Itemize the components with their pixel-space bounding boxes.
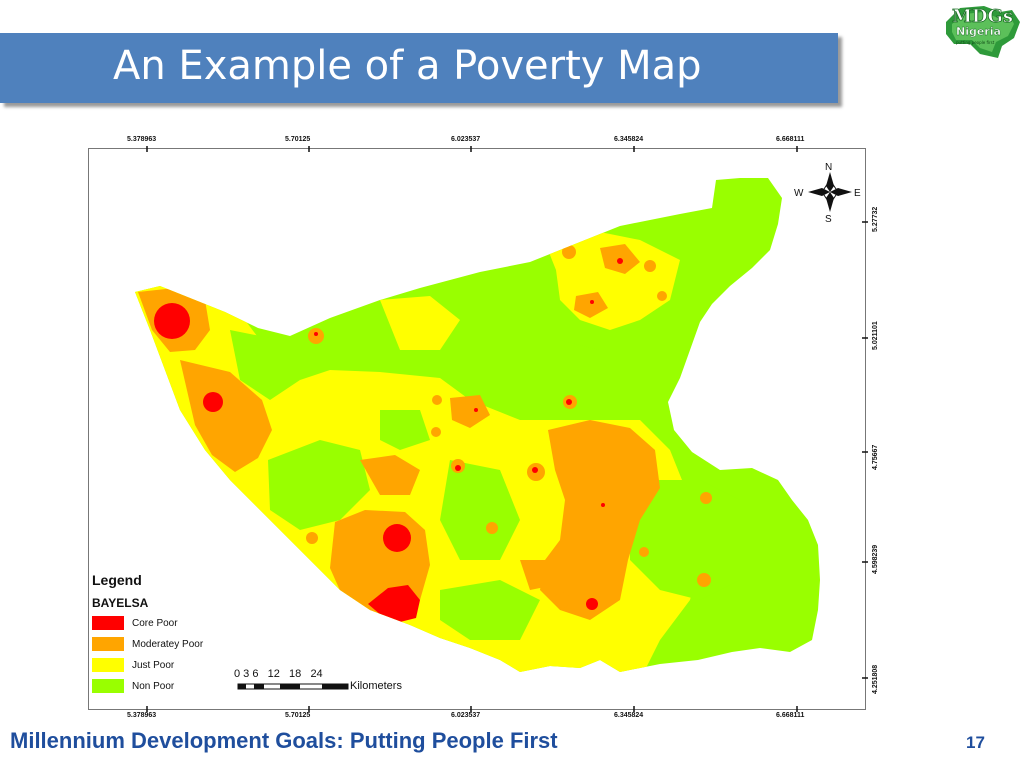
top-coord-3: 6.023537 — [451, 136, 481, 143]
north-arrow-icon: N S W E — [794, 162, 861, 225]
logo-mdgs-text: MDGs — [952, 6, 1013, 27]
logo-nigeria-text: Nigeria — [956, 25, 1001, 38]
right-coord-5: 4.251808 — [872, 664, 879, 694]
legend-swatch — [92, 616, 124, 630]
right-coord-4: 4.598239 — [872, 544, 879, 574]
scale-labels: 0 3 6 12 18 24 Kilometers — [234, 668, 434, 694]
scale-bar — [237, 683, 349, 690]
coordinate-ticks — [146, 146, 868, 712]
legend-title: Legend — [92, 572, 142, 588]
mdgs-nigeria-logo: MDGs Nigeria putting people first — [946, 6, 1020, 58]
footer-text: Millennium Development Goals: Putting Pe… — [10, 728, 558, 753]
legend-item-core-poor: Core Poor — [92, 615, 262, 631]
legend-label: Moderatey Poor — [132, 638, 204, 650]
logo-tagline-text: putting people first — [956, 40, 995, 45]
right-coord-2: 5.021101 — [872, 321, 879, 350]
legend-subtitle: BAYELSA — [92, 596, 149, 610]
page-number: 17 — [966, 733, 985, 752]
legend-item-moderately-poor: Moderatey Poor — [92, 636, 262, 652]
top-coord-1: 5.378963 — [127, 136, 157, 143]
compass-e: E — [854, 188, 861, 199]
right-coord-3: 4.75667 — [872, 444, 879, 470]
non-poor-zones — [230, 330, 760, 640]
compass-n: N — [825, 162, 832, 173]
legend-item-just-poor: Just Poor — [92, 657, 262, 673]
title-bar: An Example of a Poverty Map — [0, 33, 838, 103]
legend-label: Core Poor — [132, 617, 178, 629]
map-legend: Legend BAYELSA Core Poor Moderatey Poor … — [92, 572, 262, 694]
bottom-coord-4: 6.345824 — [614, 712, 644, 719]
top-coord-2: 5.70125 — [285, 136, 311, 143]
legend-label: Non Poor — [132, 680, 175, 692]
legend-swatch — [92, 679, 124, 693]
compass-s: S — [825, 214, 832, 225]
legend-item-non-poor: Non Poor — [92, 678, 262, 694]
bottom-coord-2: 5.70125 — [285, 712, 311, 719]
map-frame — [88, 148, 866, 710]
compass-w: W — [794, 188, 804, 199]
bottom-coord-5: 6.668111 — [776, 712, 805, 719]
slide-title: An Example of a Poverty Map — [113, 43, 702, 89]
legend-label: Just Poor — [132, 659, 175, 671]
core-poor-zones — [154, 258, 623, 622]
legend-swatch — [92, 637, 124, 651]
legend-swatch — [92, 658, 124, 672]
top-coord-4: 6.345824 — [614, 136, 644, 143]
scale-ticks-text: 0 3 6 12 18 24 — [234, 668, 323, 680]
scale-units-text: Kilometers — [350, 680, 402, 692]
right-coord-1: 5.27732 — [872, 206, 879, 232]
bottom-coord-3: 6.023537 — [451, 712, 481, 719]
top-coord-5: 6.668111 — [776, 136, 805, 143]
bottom-coord-1: 5.378963 — [127, 712, 157, 719]
